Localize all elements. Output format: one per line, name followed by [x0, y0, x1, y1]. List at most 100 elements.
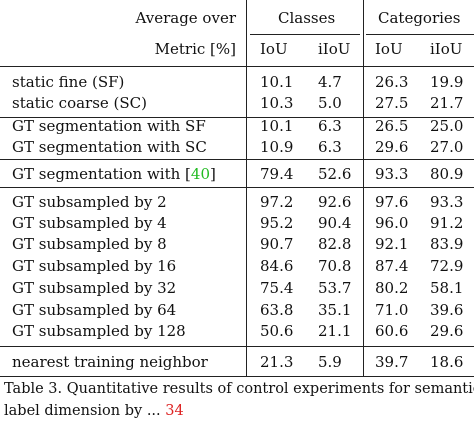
table-row: GT segmentation with [40] 79.4 52.6 93.3… — [0, 163, 474, 185]
row-label: GT subsampled by 128 — [12, 322, 186, 340]
caption-citation-link[interactable]: 34 — [165, 403, 184, 419]
cell-iiou-categories: 91.2 — [430, 214, 464, 232]
cell-iou-categories: 39.7 — [375, 353, 409, 371]
cell-iiou-classes: 52.6 — [318, 165, 352, 183]
cell-iiou-categories: 58.1 — [430, 279, 464, 297]
cell-iiou-categories: 19.9 — [430, 73, 464, 91]
row-label: GT segmentation with SC — [12, 138, 207, 156]
cell-iou-classes: 21.3 — [260, 353, 294, 371]
cell-iiou-classes: 92.6 — [318, 193, 352, 211]
table-row: GT subsampled by 64 63.8 35.1 71.0 39.6 — [0, 299, 474, 321]
row-label: static fine (SF) — [12, 73, 125, 91]
header-average-over: Average over — [135, 9, 237, 27]
rule-after-gt-seg — [0, 159, 474, 160]
cell-iiou-classes: 6.3 — [318, 138, 342, 156]
table-row: GT segmentation with SC 10.9 6.3 29.6 27… — [0, 136, 474, 158]
cell-iou-classes: 10.1 — [260, 117, 294, 135]
categories-underline — [366, 34, 474, 35]
header-iiou-classes: iIoU — [318, 40, 351, 58]
header-row-metrics: Metric [%] IoU iIoU IoU iIoU — [0, 38, 474, 60]
table-bottom-rule — [0, 376, 474, 377]
table-caption: Table 3. Quantitative results of control… — [4, 381, 474, 397]
cell-iou-classes: 10.3 — [260, 94, 294, 112]
header-categories: Categories — [378, 9, 461, 27]
caption-line2-text: label dimension by — [4, 403, 147, 419]
row-label: static coarse (SC) — [12, 94, 148, 112]
cell-iiou-classes: 90.4 — [318, 214, 352, 232]
citation-link[interactable]: 40 — [190, 165, 210, 183]
cell-iou-categories: 93.3 — [375, 165, 409, 183]
row-label: nearest training neighbor — [12, 353, 208, 371]
cell-iiou-classes: 6.3 — [318, 117, 342, 135]
table-row: GT subsampled by 32 75.4 53.7 80.2 58.1 — [0, 277, 474, 299]
header-bottom-rule — [0, 66, 474, 67]
cell-iiou-classes: 4.7 — [318, 73, 342, 91]
cell-iiou-categories: 80.9 — [430, 165, 464, 183]
table-row: static coarse (SC) 10.3 5.0 27.5 21.7 — [0, 92, 474, 114]
cell-iou-classes: 90.7 — [260, 235, 294, 253]
cell-iiou-categories: 83.9 — [430, 235, 464, 253]
header-iou-categories: IoU — [375, 40, 403, 58]
cell-iou-classes: 10.9 — [260, 138, 294, 156]
cell-iou-categories: 92.1 — [375, 235, 409, 253]
cell-iiou-classes: 21.1 — [318, 322, 352, 340]
cell-iiou-classes: 70.8 — [318, 257, 352, 275]
cell-iou-categories: 80.2 — [375, 279, 409, 297]
cell-iiou-categories: 93.3 — [430, 193, 464, 211]
cell-iiou-classes: 5.0 — [318, 94, 342, 112]
cell-iou-classes: 50.6 — [260, 322, 294, 340]
rule-after-static — [0, 117, 474, 118]
cell-iiou-categories: 25.0 — [430, 117, 464, 135]
cell-iou-classes: 63.8 — [260, 301, 294, 319]
row-label: GT subsampled by 32 — [12, 279, 177, 297]
cell-iou-classes: 79.4 — [260, 165, 294, 183]
table-row: GT segmentation with SF 10.1 6.3 26.5 25… — [0, 115, 474, 137]
label-column-divider — [246, 0, 247, 377]
cell-iiou-categories: 72.9 — [430, 257, 464, 275]
cell-iou-categories: 71.0 — [375, 301, 409, 319]
header-metric: Metric [%] — [154, 40, 236, 58]
rule-after-subsampled — [0, 346, 474, 347]
table-row: GT subsampled by 4 95.2 90.4 96.0 91.2 — [0, 212, 474, 234]
cell-iiou-categories: 29.6 — [430, 322, 464, 340]
cell-iiou-classes: 5.9 — [318, 353, 342, 371]
row-label: GT subsampled by 2 — [12, 193, 167, 211]
table-caption-continued: label dimension by ... 34 — [4, 400, 184, 422]
cell-iou-categories: 87.4 — [375, 257, 409, 275]
caption-line2-mid: ... — [146, 403, 161, 419]
cell-iou-categories: 96.0 — [375, 214, 409, 232]
cell-iiou-categories: 21.7 — [430, 94, 464, 112]
cell-iou-categories: 29.6 — [375, 138, 409, 156]
group-column-divider — [363, 0, 364, 377]
table-row: GT subsampled by 8 90.7 82.8 92.1 83.9 — [0, 233, 474, 255]
row-label: GT segmentation with SF — [12, 117, 206, 135]
row-label: GT segmentation with [40] — [12, 163, 216, 185]
row-label: GT subsampled by 4 — [12, 214, 167, 232]
cell-iou-categories: 27.5 — [375, 94, 409, 112]
cell-iou-categories: 60.6 — [375, 322, 409, 340]
row-label-end: ] — [210, 165, 216, 183]
cell-iiou-categories: 27.0 — [430, 138, 464, 156]
table-row: GT subsampled by 2 97.2 92.6 97.6 93.3 — [0, 191, 474, 213]
cell-iou-classes: 10.1 — [260, 73, 294, 91]
cell-iou-classes: 84.6 — [260, 257, 294, 275]
header-classes: Classes — [278, 9, 336, 27]
cell-iiou-classes: 35.1 — [318, 301, 352, 319]
cell-iou-classes: 97.2 — [260, 193, 294, 211]
cell-iiou-categories: 39.6 — [430, 301, 464, 319]
cell-iou-categories: 26.5 — [375, 117, 409, 135]
row-label: GT subsampled by 8 — [12, 235, 167, 253]
cell-iou-classes: 95.2 — [260, 214, 294, 232]
row-label: GT subsampled by 16 — [12, 257, 177, 275]
row-label: GT subsampled by 64 — [12, 301, 177, 319]
row-label-text: GT segmentation with [ — [12, 165, 191, 183]
header-iiou-categories: iIoU — [430, 40, 463, 58]
cell-iou-categories: 97.6 — [375, 193, 409, 211]
cell-iiou-categories: 18.6 — [430, 353, 464, 371]
cell-iou-categories: 26.3 — [375, 73, 409, 91]
cell-iiou-classes: 53.7 — [318, 279, 352, 297]
header-iou-classes: IoU — [260, 40, 288, 58]
cell-iiou-classes: 82.8 — [318, 235, 352, 253]
classes-underline — [250, 34, 360, 35]
table-row: static fine (SF) 10.1 4.7 26.3 19.9 — [0, 71, 474, 93]
